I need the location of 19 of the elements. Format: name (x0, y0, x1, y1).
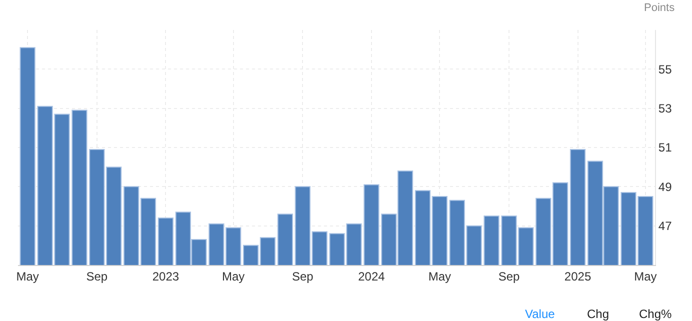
y-tick-label: 51 (658, 140, 672, 155)
text: Value (525, 307, 556, 321)
y-tick-label: 47 (658, 219, 672, 234)
x-tick-label: 2023 (152, 269, 180, 284)
text: Chg% (639, 307, 672, 321)
y-tick-label: 49 (658, 180, 672, 194)
y-axis-title: Points (644, 2, 676, 14)
x-tick-label: May (16, 269, 39, 284)
x-tick-label: Sep (292, 269, 314, 284)
y-tick-label: 53 (658, 102, 672, 116)
x-tick-label: May (634, 269, 657, 284)
x-tick-label: 2024 (358, 269, 386, 284)
x-tick-label: May (222, 269, 245, 284)
x-tick-label: 2025 (564, 269, 592, 284)
x-tick-label: May (428, 269, 451, 284)
x-tick-label: Sep (86, 269, 108, 284)
x-tick-label: Sep (498, 269, 520, 284)
y-tick-label: 55 (658, 62, 672, 76)
text: Chg (587, 307, 610, 321)
